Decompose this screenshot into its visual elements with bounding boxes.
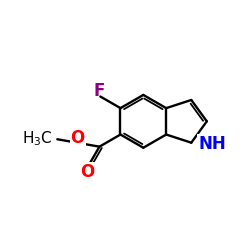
Text: NH: NH: [198, 135, 226, 153]
Text: O: O: [80, 163, 94, 181]
Text: F: F: [94, 82, 105, 100]
Text: O: O: [70, 129, 85, 147]
Text: H$_3$C: H$_3$C: [22, 130, 53, 148]
